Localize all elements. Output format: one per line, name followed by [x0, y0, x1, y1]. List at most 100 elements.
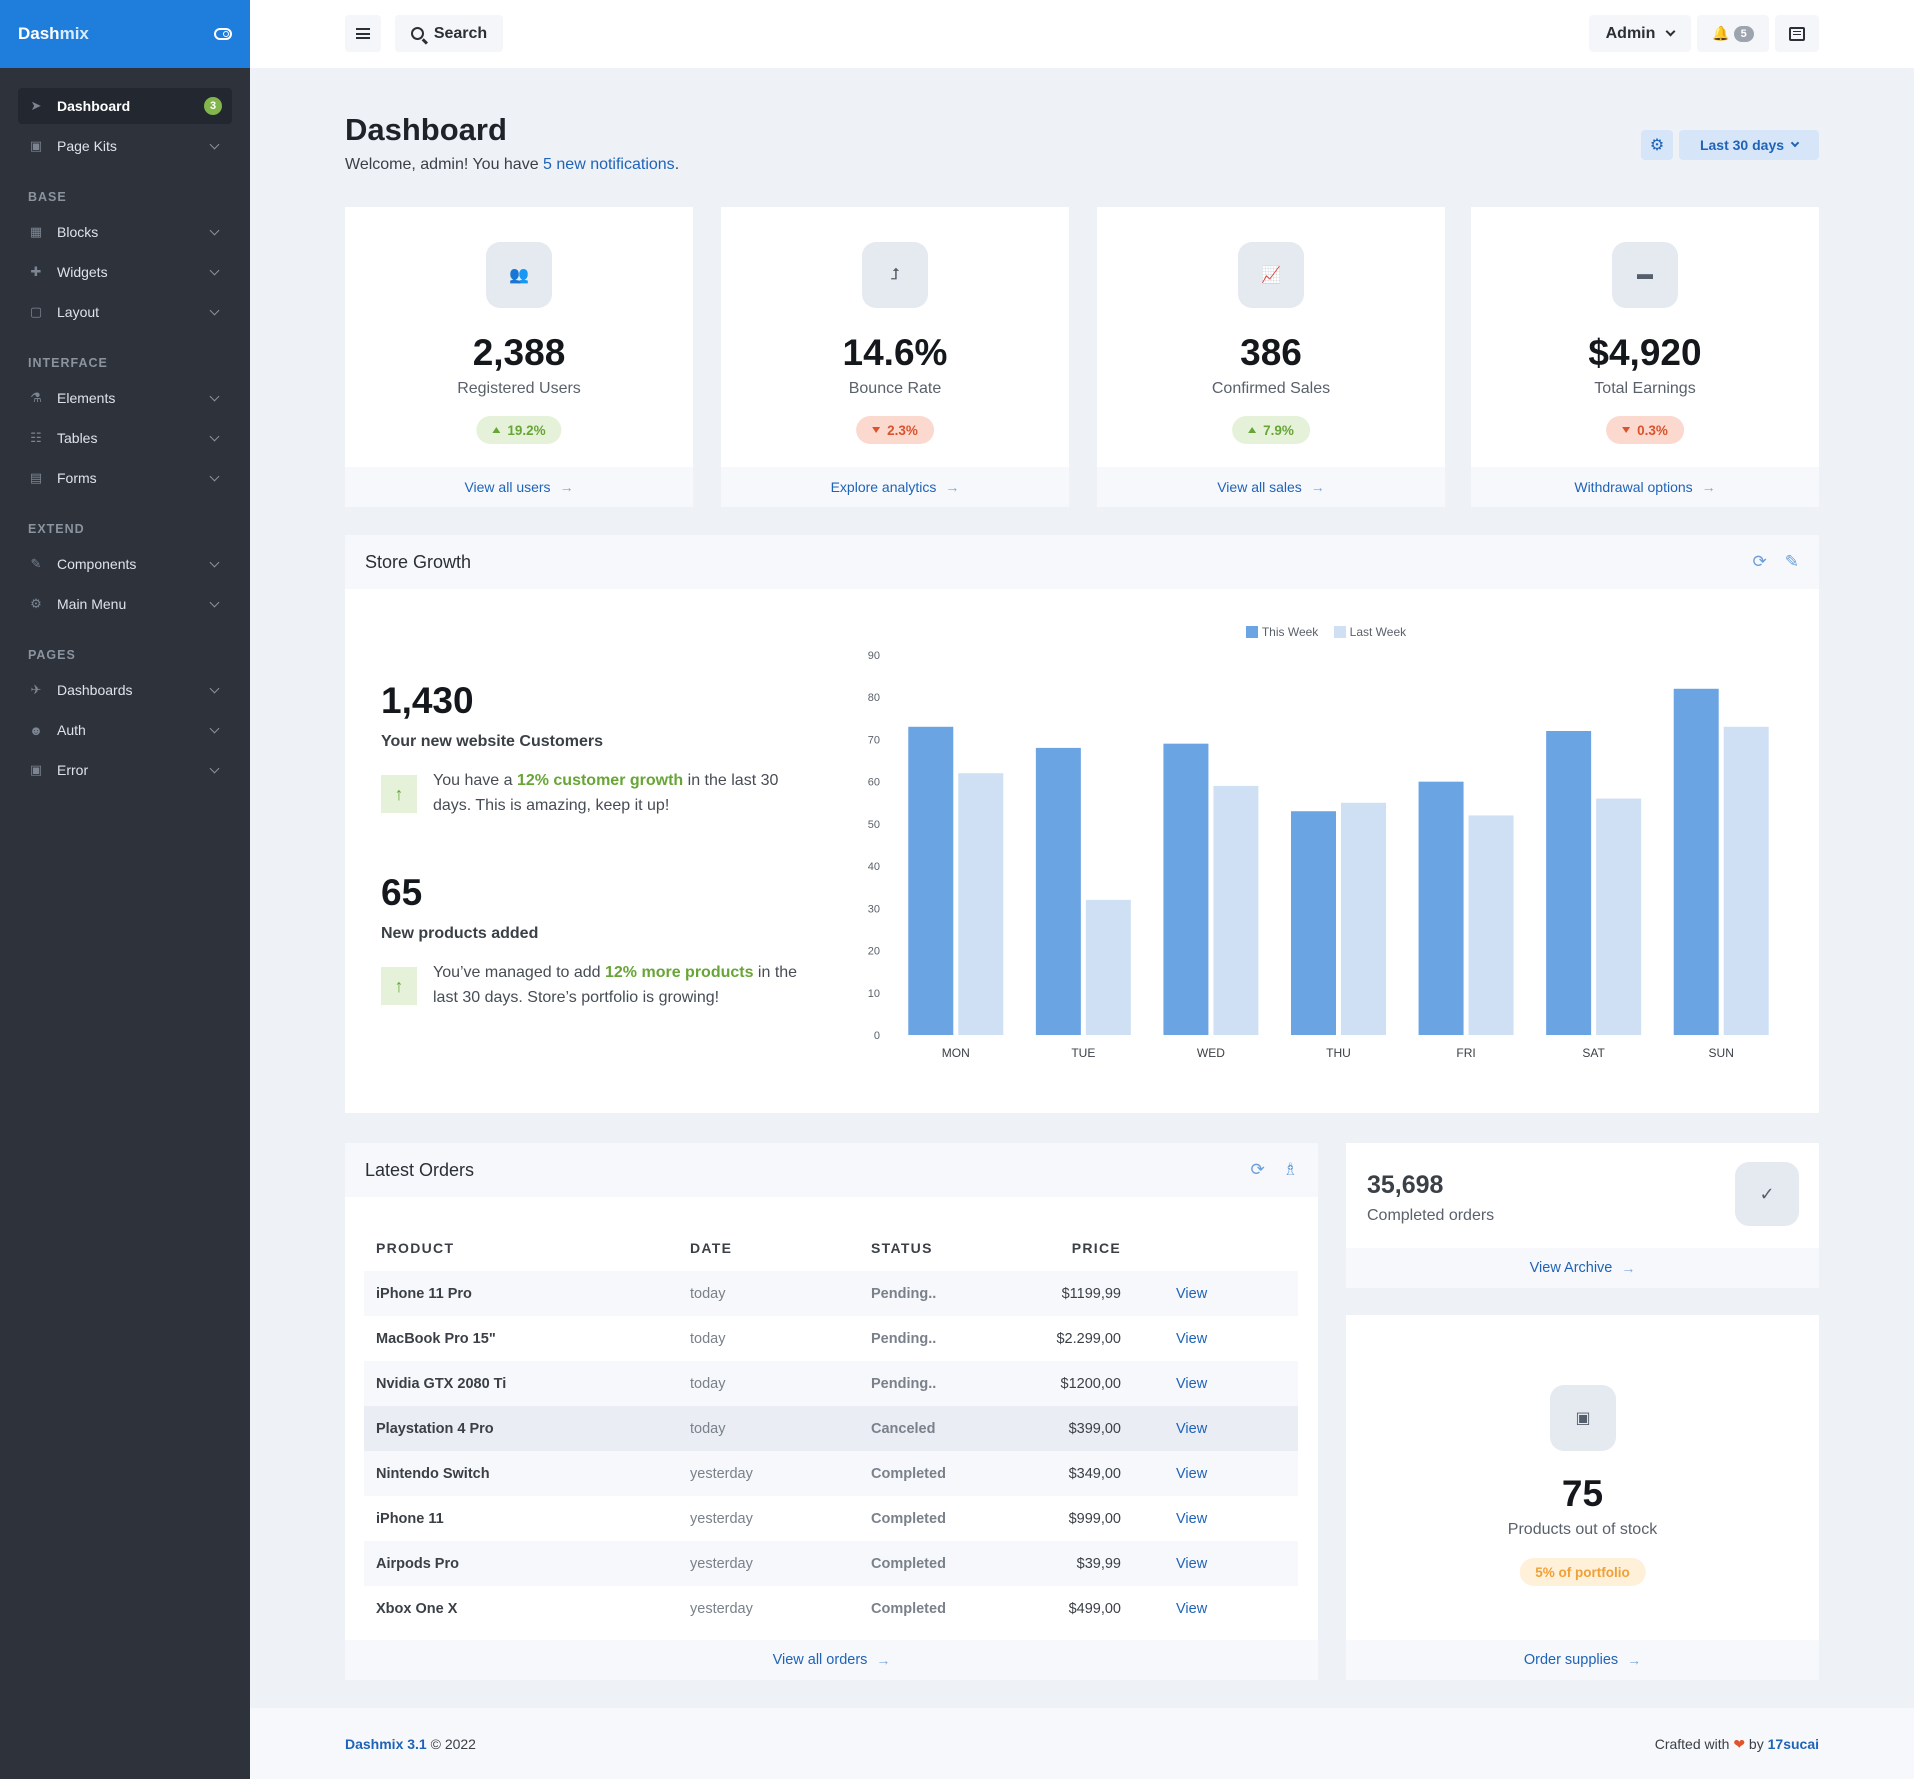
chart-bar[interactable] [1596, 798, 1642, 1035]
stat-change-badge: 19.2% [476, 416, 562, 444]
view-order-link[interactable]: View [1121, 1271, 1298, 1316]
sidebar-toggle-button[interactable] [345, 15, 381, 52]
chart-bar[interactable] [1418, 781, 1464, 1035]
wallet-icon: ▬ [1612, 242, 1678, 308]
chart-bar[interactable] [1723, 726, 1769, 1035]
sidebar-item-tables[interactable]: ☷ Tables [18, 420, 232, 456]
arrow-right-icon: → [559, 479, 574, 495]
brand-logo[interactable]: Dashmix [18, 24, 89, 44]
stat-footer-link[interactable]: Withdrawal options → [1471, 467, 1819, 507]
side-overlay-button[interactable] [1775, 15, 1819, 52]
table-row: iPhone 11 yesterday Completed $999,00 View [364, 1496, 1298, 1541]
view-order-link[interactable]: View [1176, 1330, 1208, 1347]
sidebar-item-layout[interactable]: ▢ Layout [18, 294, 232, 330]
stat-footer-link[interactable]: View all users → [345, 467, 693, 507]
footer-author-link[interactable]: 17sucai [1767, 1736, 1819, 1752]
sidebar-item-error[interactable]: ▣ Error [18, 752, 232, 788]
sidebar-item-page-kits[interactable]: ▣ Page Kits [18, 128, 232, 164]
sidebar-item-main-menu[interactable]: ⚙ Main Menu [18, 586, 232, 622]
stat-value: 14.6% [842, 332, 948, 373]
chevron-down-icon [209, 431, 220, 441]
view-archive-link[interactable]: View Archive → [1346, 1248, 1819, 1288]
view-order-link[interactable]: View [1176, 1600, 1208, 1617]
refresh-icon[interactable]: ⟳ [1250, 1160, 1265, 1179]
chart-bar[interactable] [958, 773, 1004, 1035]
date-range-dropdown[interactable]: Last 30 days [1679, 130, 1819, 160]
brand-name-part1: Dash [18, 24, 60, 43]
vector-square-icon: ▢ [29, 304, 43, 319]
view-order-link[interactable]: View [1176, 1510, 1208, 1527]
caret-up-icon [1248, 427, 1257, 433]
chart-bar[interactable] [1213, 785, 1259, 1035]
order-supplies-link[interactable]: Order supplies → [1346, 1640, 1819, 1680]
y-tick-label: 80 [868, 692, 880, 704]
stat-change-badge: 7.9% [1232, 416, 1310, 444]
chart-bar[interactable] [908, 726, 954, 1035]
sidebar-item-auth[interactable]: ☻ Auth [18, 712, 232, 748]
notifications-link[interactable]: 5 new notifications [543, 156, 675, 173]
settings-button[interactable]: ⚙ [1641, 130, 1673, 160]
chess-icon[interactable]: ♗ [1282, 1160, 1298, 1179]
view-order-link[interactable]: View [1121, 1541, 1298, 1586]
user-dropdown-button[interactable]: Admin [1589, 15, 1691, 52]
sidebar-item-dashboard[interactable]: ➤ Dashboard 3 [18, 88, 232, 124]
check-icon: ✓ [1735, 1162, 1799, 1226]
chevron-down-icon [209, 305, 220, 315]
toggle-dark-mode-icon[interactable] [214, 28, 232, 40]
view-order-link[interactable]: View [1121, 1406, 1298, 1451]
block-header: Latest Orders ⟳ ♗ [345, 1143, 1318, 1197]
sidebar-item-forms[interactable]: ▤ Forms [18, 460, 232, 496]
arrow-right-icon: → [1701, 479, 1716, 495]
chart-bar[interactable] [1163, 743, 1209, 1035]
stat-footer-link[interactable]: View all sales → [1097, 467, 1445, 507]
stat-change-value: 19.2% [507, 422, 546, 438]
chevron-down-icon [209, 763, 220, 773]
x-tick-label: SUN [1709, 1046, 1734, 1060]
chart-bar[interactable] [1546, 731, 1592, 1035]
footer-product-link[interactable]: Dashmix 3.1 [345, 1736, 427, 1752]
arrow-right-icon: → [876, 1652, 891, 1668]
search-button[interactable]: Search [395, 15, 503, 52]
chart-bar[interactable] [1085, 899, 1131, 1035]
refresh-icon[interactable]: ⟳ [1752, 552, 1767, 571]
out-of-stock-label: Products out of stock [1507, 1521, 1658, 1538]
sidebar-heading-pages: PAGES [28, 648, 76, 662]
search-label: Search [433, 24, 488, 42]
bar-chart-svg: 0 10 20 30 40 50 60 70 80 90 MON TUE WED THU FRI SAT SUN [868, 650, 1769, 1060]
notifications-button[interactable]: 🔔 5 [1697, 15, 1769, 52]
stat-link-label: View all sales [1217, 479, 1302, 495]
cell-date: today [690, 1330, 726, 1347]
stat-change-badge: 0.3% [1606, 416, 1684, 444]
grid-icon: ▦ [29, 224, 43, 239]
sidebar-item-elements[interactable]: ⚗ Elements [18, 380, 232, 416]
date-range-label: Last 30 days [1699, 137, 1785, 153]
sidebar-item-blocks[interactable]: ▦ Blocks [18, 214, 232, 250]
view-order-link[interactable]: View [1121, 1451, 1298, 1496]
chart-bar[interactable] [1341, 802, 1386, 1035]
view-order-link[interactable]: View [1121, 1361, 1298, 1406]
sidebar-item-widgets[interactable]: ✚ Widgets [18, 254, 232, 290]
stat-value: $4,920 [1588, 332, 1702, 373]
chart-bar[interactable] [1035, 747, 1081, 1035]
chart-bar[interactable] [1291, 811, 1336, 1035]
table-header-row: PRODUCT DATE STATUS PRICE [364, 1225, 1298, 1271]
chart-bar[interactable] [1468, 815, 1514, 1035]
stat-value: 386 [1240, 332, 1302, 373]
stat-footer-link[interactable]: Explore analytics → [721, 467, 1069, 507]
file-icon: ▤ [29, 470, 43, 485]
sidebar-item-dashboards[interactable]: ✈ Dashboards [18, 672, 232, 708]
chevron-down-icon [209, 391, 220, 401]
text-highlight: 12% more products [605, 964, 754, 981]
sidebar-item-components[interactable]: ✎ Components [18, 546, 232, 582]
cell-date: today [678, 1271, 859, 1316]
chart-bar[interactable] [1673, 688, 1719, 1035]
wrench-icon[interactable]: ✎ [1784, 552, 1799, 571]
products-value: 65 [381, 872, 423, 913]
stat-card-bounce-rate: ⮥ 14.6% Bounce Rate 2.3% Explore analyti… [721, 207, 1069, 507]
topbar: Search Admin 🔔 5 [250, 0, 1914, 68]
chevron-down-icon [1790, 138, 1800, 148]
y-tick-label: 30 [868, 903, 880, 915]
column-header-status: STATUS [871, 1240, 933, 1256]
view-all-orders-link[interactable]: View all orders → [345, 1640, 1318, 1680]
chevron-down-icon [209, 723, 220, 733]
